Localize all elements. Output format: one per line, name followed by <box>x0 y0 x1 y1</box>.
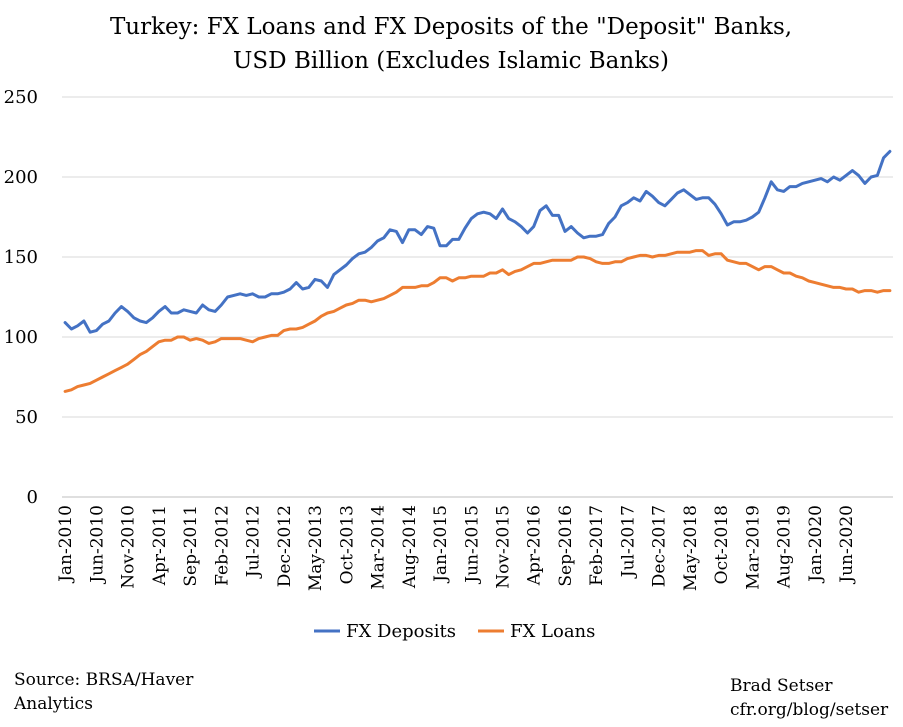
fx-loans-line <box>63 249 892 393</box>
legend-item-fx-loans: FX Loans <box>478 621 595 642</box>
source-line-2: Analytics <box>14 694 93 714</box>
y-tick-label: 0 <box>27 487 38 508</box>
source-line-1: Source: BRSA/Haver <box>14 670 194 690</box>
x-tick-label: Apr-2011 <box>150 505 170 586</box>
x-tick-label: May-2018 <box>681 505 701 591</box>
legend-item-fx-deposits: FX Deposits <box>314 621 456 642</box>
chart-title-line-2: USD Billion (Excludes Islamic Banks) <box>233 48 669 74</box>
x-tick-label: Feb-2017 <box>587 505 607 586</box>
x-tick-label: May-2013 <box>306 505 326 591</box>
x-tick-label: Mar-2014 <box>369 505 389 590</box>
gridlines <box>62 96 893 418</box>
x-tick-label: Nov-2010 <box>119 505 139 589</box>
x-tick-label: Sep-2016 <box>556 505 576 587</box>
x-tick-label: Jun-2020 <box>837 505 857 585</box>
source-note: Source: BRSA/Haver Analytics <box>14 668 274 716</box>
x-tick-label: Oct-2018 <box>712 505 732 584</box>
x-axis-tick-labels: Jan-2010 Jun-2010 Nov-2010 Apr-2011 Sep-2011… <box>56 505 857 591</box>
x-tick-label: Aug-2019 <box>775 505 795 589</box>
x-tick-label: Jun-2015 <box>462 505 482 585</box>
x-tick-label: Dec-2012 <box>275 505 295 587</box>
x-tick-label: Oct-2013 <box>337 505 357 584</box>
legend-label: FX Loans <box>510 621 595 642</box>
x-tick-label: Apr-2016 <box>525 505 545 586</box>
chart-title-line-1: Turkey: FX Loans and FX Deposits of the … <box>110 14 792 40</box>
x-tick-label: Jan-2015 <box>431 505 451 584</box>
legend-label: FX Deposits <box>346 621 456 642</box>
x-tick-label: Jul-2017 <box>618 505 638 579</box>
x-tick-label: Feb-2012 <box>212 505 232 586</box>
x-tick-label: Jun-2010 <box>87 505 107 585</box>
author-credit: Brad Setser cfr.org/blog/setser <box>730 674 900 722</box>
x-tick-label: Mar-2019 <box>743 505 763 590</box>
y-axis-ticks: 0 50 100 150 200 250 <box>4 87 38 508</box>
x-tick-label: Aug-2014 <box>400 505 420 589</box>
author-site: cfr.org/blog/setser <box>730 700 889 720</box>
fx-deposits-line <box>63 149 892 334</box>
x-tick-label: Jul-2012 <box>244 505 264 579</box>
y-tick-label: 100 <box>4 327 38 348</box>
y-tick-label: 150 <box>4 247 38 268</box>
legend: FX Deposits FX Loans <box>314 621 595 642</box>
x-tick-label: Nov-2015 <box>493 505 513 589</box>
author-name: Brad Setser <box>730 676 833 696</box>
x-tick-label: Jan-2020 <box>806 505 826 584</box>
series-lines <box>63 149 892 393</box>
chart-title: Turkey: FX Loans and FX Deposits of the … <box>110 14 792 74</box>
x-tick-label: Sep-2011 <box>181 505 201 587</box>
y-tick-label: 200 <box>4 167 38 188</box>
x-tick-label: Jan-2010 <box>56 505 76 584</box>
y-tick-label: 50 <box>15 407 38 428</box>
x-tick-label: Dec-2017 <box>650 505 670 587</box>
y-tick-label: 250 <box>4 87 38 108</box>
